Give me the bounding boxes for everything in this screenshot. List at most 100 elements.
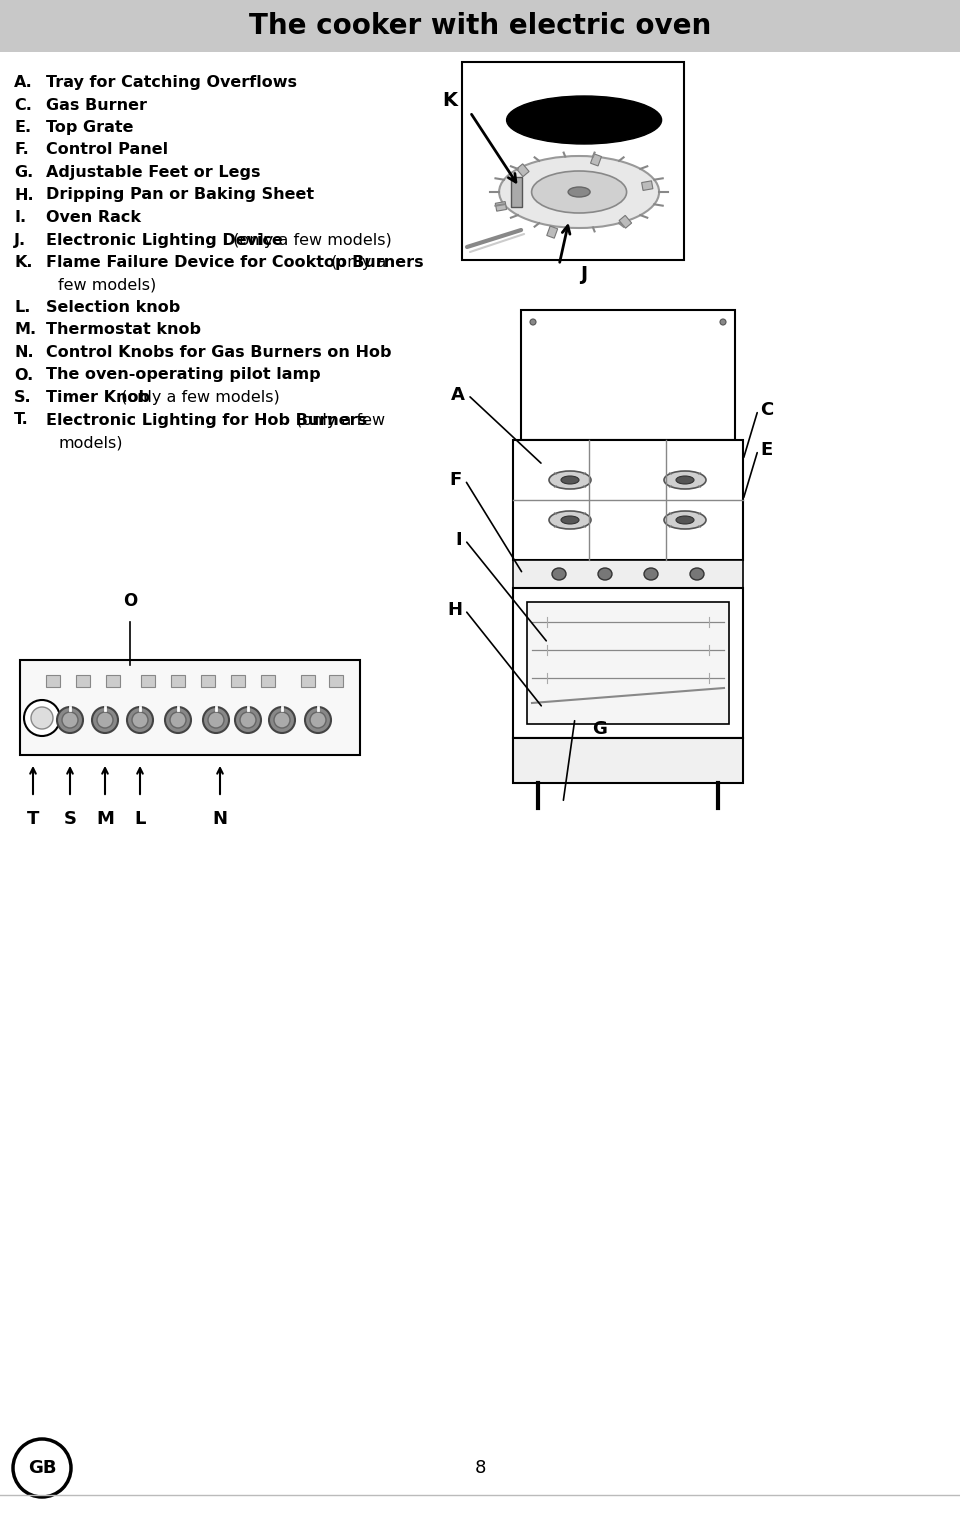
Ellipse shape	[720, 320, 726, 326]
Text: N.: N.	[14, 345, 34, 361]
Ellipse shape	[305, 708, 331, 733]
Text: C: C	[760, 401, 773, 420]
Bar	[231, 676, 245, 686]
Ellipse shape	[644, 568, 658, 580]
Bar	[513, 439, 743, 561]
Bar	[641, 180, 653, 191]
Bar	[513, 738, 743, 783]
Ellipse shape	[132, 712, 148, 729]
Ellipse shape	[598, 568, 612, 580]
Ellipse shape	[552, 568, 566, 580]
Bar	[76, 676, 90, 686]
Bar	[462, 62, 684, 261]
Bar	[301, 676, 315, 686]
Text: J.: J.	[14, 232, 26, 247]
Text: GB: GB	[28, 1459, 57, 1477]
Ellipse shape	[568, 186, 590, 197]
Ellipse shape	[561, 476, 579, 483]
Bar	[329, 676, 343, 686]
Bar	[527, 601, 729, 724]
Text: The oven-operating pilot lamp: The oven-operating pilot lamp	[46, 368, 321, 382]
Text: S.: S.	[14, 389, 32, 405]
Text: C.: C.	[14, 97, 32, 112]
Bar	[20, 661, 360, 754]
Bar	[516, 164, 529, 177]
Text: G.: G.	[14, 165, 34, 180]
Text: Electronic Lighting for Hob Burners: Electronic Lighting for Hob Burners	[46, 412, 367, 427]
Bar	[511, 177, 522, 208]
Text: (only a: (only a	[326, 255, 386, 270]
Ellipse shape	[690, 568, 704, 580]
Bar	[261, 676, 275, 686]
Ellipse shape	[203, 708, 229, 733]
Text: Adjustable Feet or Legs: Adjustable Feet or Legs	[46, 165, 260, 180]
Text: M: M	[96, 811, 114, 829]
Bar	[141, 676, 155, 686]
Text: I: I	[455, 530, 462, 548]
Text: The cooker with electric oven: The cooker with electric oven	[249, 12, 711, 39]
Text: T.: T.	[14, 412, 29, 427]
Bar	[495, 201, 507, 211]
Ellipse shape	[310, 712, 326, 729]
Text: S: S	[63, 811, 77, 829]
Ellipse shape	[676, 517, 694, 524]
Text: Control Panel: Control Panel	[46, 142, 168, 158]
Text: A: A	[451, 386, 465, 405]
Text: O: O	[123, 592, 137, 611]
Text: E.: E.	[14, 120, 31, 135]
Ellipse shape	[269, 708, 295, 733]
Ellipse shape	[549, 511, 591, 529]
Text: Top Grate: Top Grate	[46, 120, 133, 135]
Ellipse shape	[57, 708, 83, 733]
Ellipse shape	[24, 700, 60, 736]
Text: Gas Burner: Gas Burner	[46, 97, 147, 112]
Ellipse shape	[499, 156, 660, 227]
Text: models): models)	[58, 435, 123, 450]
Text: Thermostat knob: Thermostat knob	[46, 323, 201, 338]
Bar	[547, 226, 558, 238]
Text: J: J	[581, 265, 588, 285]
Bar	[513, 588, 743, 738]
Text: L: L	[134, 811, 146, 829]
Text: O.: O.	[14, 368, 34, 382]
Text: Oven Rack: Oven Rack	[46, 211, 141, 226]
Text: Electronic Lighting Device: Electronic Lighting Device	[46, 232, 283, 247]
Text: H.: H.	[14, 188, 34, 203]
Text: N: N	[212, 811, 228, 829]
Bar	[513, 561, 743, 588]
Text: Control Knobs for Gas Burners on Hob: Control Knobs for Gas Burners on Hob	[46, 345, 392, 361]
Ellipse shape	[664, 511, 706, 529]
Ellipse shape	[170, 712, 186, 729]
Ellipse shape	[274, 712, 290, 729]
Ellipse shape	[530, 320, 536, 326]
Ellipse shape	[127, 708, 153, 733]
Text: F.: F.	[14, 142, 29, 158]
Ellipse shape	[235, 708, 261, 733]
Ellipse shape	[532, 171, 627, 214]
Bar	[46, 676, 60, 686]
Text: (only a few models): (only a few models)	[116, 389, 279, 405]
Text: K.: K.	[14, 255, 33, 270]
Text: E: E	[760, 441, 772, 459]
Ellipse shape	[549, 471, 591, 489]
Ellipse shape	[664, 471, 706, 489]
Text: A.: A.	[14, 76, 33, 89]
Ellipse shape	[507, 95, 661, 144]
Text: Selection knob: Selection knob	[46, 300, 180, 315]
Text: (only a few: (only a few	[291, 412, 385, 427]
Text: K: K	[442, 91, 457, 109]
Text: T: T	[27, 811, 39, 829]
Bar	[521, 311, 735, 439]
Ellipse shape	[240, 712, 256, 729]
Bar	[201, 676, 215, 686]
Ellipse shape	[676, 476, 694, 483]
Ellipse shape	[561, 517, 579, 524]
Text: F: F	[449, 471, 462, 489]
Bar	[171, 676, 185, 686]
Text: Timer Knob: Timer Knob	[46, 389, 150, 405]
Text: Dripping Pan or Baking Sheet: Dripping Pan or Baking Sheet	[46, 188, 314, 203]
Ellipse shape	[13, 1439, 71, 1497]
Text: Tray for Catching Overflows: Tray for Catching Overflows	[46, 76, 297, 89]
Text: M.: M.	[14, 323, 36, 338]
Ellipse shape	[92, 708, 118, 733]
